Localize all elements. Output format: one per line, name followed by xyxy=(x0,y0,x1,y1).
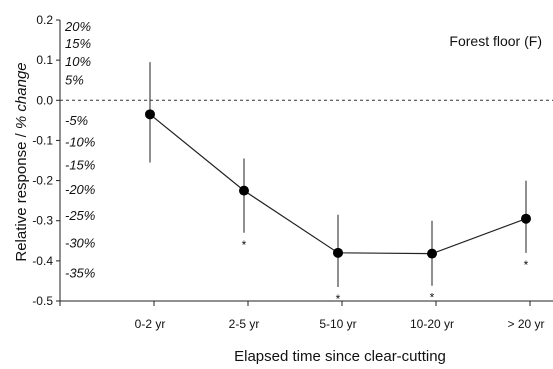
significance-star: * xyxy=(524,258,529,272)
y-axis-label: Relative response / % change xyxy=(13,62,30,261)
x-tick-label: 10-20 yr xyxy=(410,317,454,331)
percent-tick-label: 10% xyxy=(65,54,91,69)
y-tick-label: -0.3 xyxy=(32,214,53,228)
data-point xyxy=(145,109,155,120)
data-point xyxy=(427,248,437,259)
x-tick-label: 5-10 yr xyxy=(319,317,356,331)
x-axis-label: Elapsed time since clear-cutting xyxy=(234,348,446,365)
percent-tick-label: -5% xyxy=(65,113,88,128)
percent-tick-label: -35% xyxy=(65,265,95,280)
x-tick-label: 0-2 yr xyxy=(135,317,166,331)
percent-tick-label: -25% xyxy=(65,208,95,223)
y-axis-ticks: 0.2 0.1 0.0 -0.1 -0.2 -0.3 -0.4 -0.5 xyxy=(32,13,60,308)
y-axis-label-italic: % change xyxy=(13,62,30,129)
panel-label: Forest floor (F) xyxy=(449,33,542,49)
y-tick-label: -0.1 xyxy=(32,133,53,147)
y-tick-label: 0.2 xyxy=(36,13,53,27)
x-tick-label: > 20 yr xyxy=(507,317,544,331)
data-point xyxy=(521,213,531,224)
y-tick-label: -0.2 xyxy=(32,174,53,188)
y-tick-label: 0.1 xyxy=(36,53,53,67)
significance-star: * xyxy=(430,291,435,305)
y-tick-label: 0.0 xyxy=(36,93,53,107)
percent-tick-label: -10% xyxy=(65,134,95,149)
data-point xyxy=(239,185,249,196)
percent-tick-label: 15% xyxy=(65,36,91,51)
y-tick-label: -0.5 xyxy=(32,294,53,308)
significance-star: * xyxy=(336,292,341,306)
y-axis-label-plain: Relative response / xyxy=(13,129,30,262)
x-axis-ticks: 0-2 yr 2-5 yr 5-10 yr 10-20 yr > 20 yr xyxy=(59,301,545,331)
percent-tick-label: 5% xyxy=(65,73,84,88)
y-tick-label: -0.4 xyxy=(32,254,53,268)
x-tick-label: 2-5 yr xyxy=(229,317,260,331)
percent-tick-label: -15% xyxy=(65,158,95,173)
percent-tick-label: 20% xyxy=(64,19,91,34)
significance-star: * xyxy=(242,238,247,252)
percent-tick-label: -30% xyxy=(65,236,95,251)
percent-tick-label: -20% xyxy=(65,182,95,197)
percent-change-ticks: 20% 15% 10% 5% -5% -10% -15% -20% -25% -30% -35% xyxy=(64,19,95,280)
data-point xyxy=(333,247,343,258)
significance-markers: * * * * xyxy=(242,238,529,306)
data-points xyxy=(145,109,531,259)
